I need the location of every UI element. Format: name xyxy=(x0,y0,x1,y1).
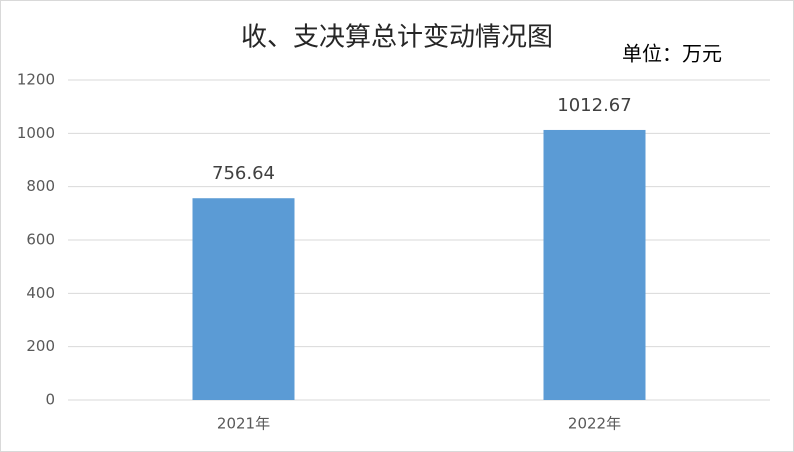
x-tick-label: 2022年 xyxy=(568,415,621,433)
chart-title: 收、支决算总计变动情况图 xyxy=(241,23,553,53)
bar xyxy=(543,129,646,401)
x-tick-label: 2021年 xyxy=(217,415,270,433)
data-label: 1012.67 xyxy=(557,95,631,116)
y-tick-label: 400 xyxy=(26,284,55,302)
y-tick-label: 600 xyxy=(26,231,55,249)
y-tick-label: 200 xyxy=(26,337,55,355)
y-tick-label: 0 xyxy=(45,391,55,409)
bar xyxy=(192,198,295,400)
y-tick-label: 800 xyxy=(26,177,55,195)
data-label: 756.64 xyxy=(212,163,275,184)
unit-label: 单位：万元 xyxy=(622,42,722,66)
y-tick-label: 1000 xyxy=(17,124,55,142)
y-tick-label: 1200 xyxy=(17,71,55,89)
